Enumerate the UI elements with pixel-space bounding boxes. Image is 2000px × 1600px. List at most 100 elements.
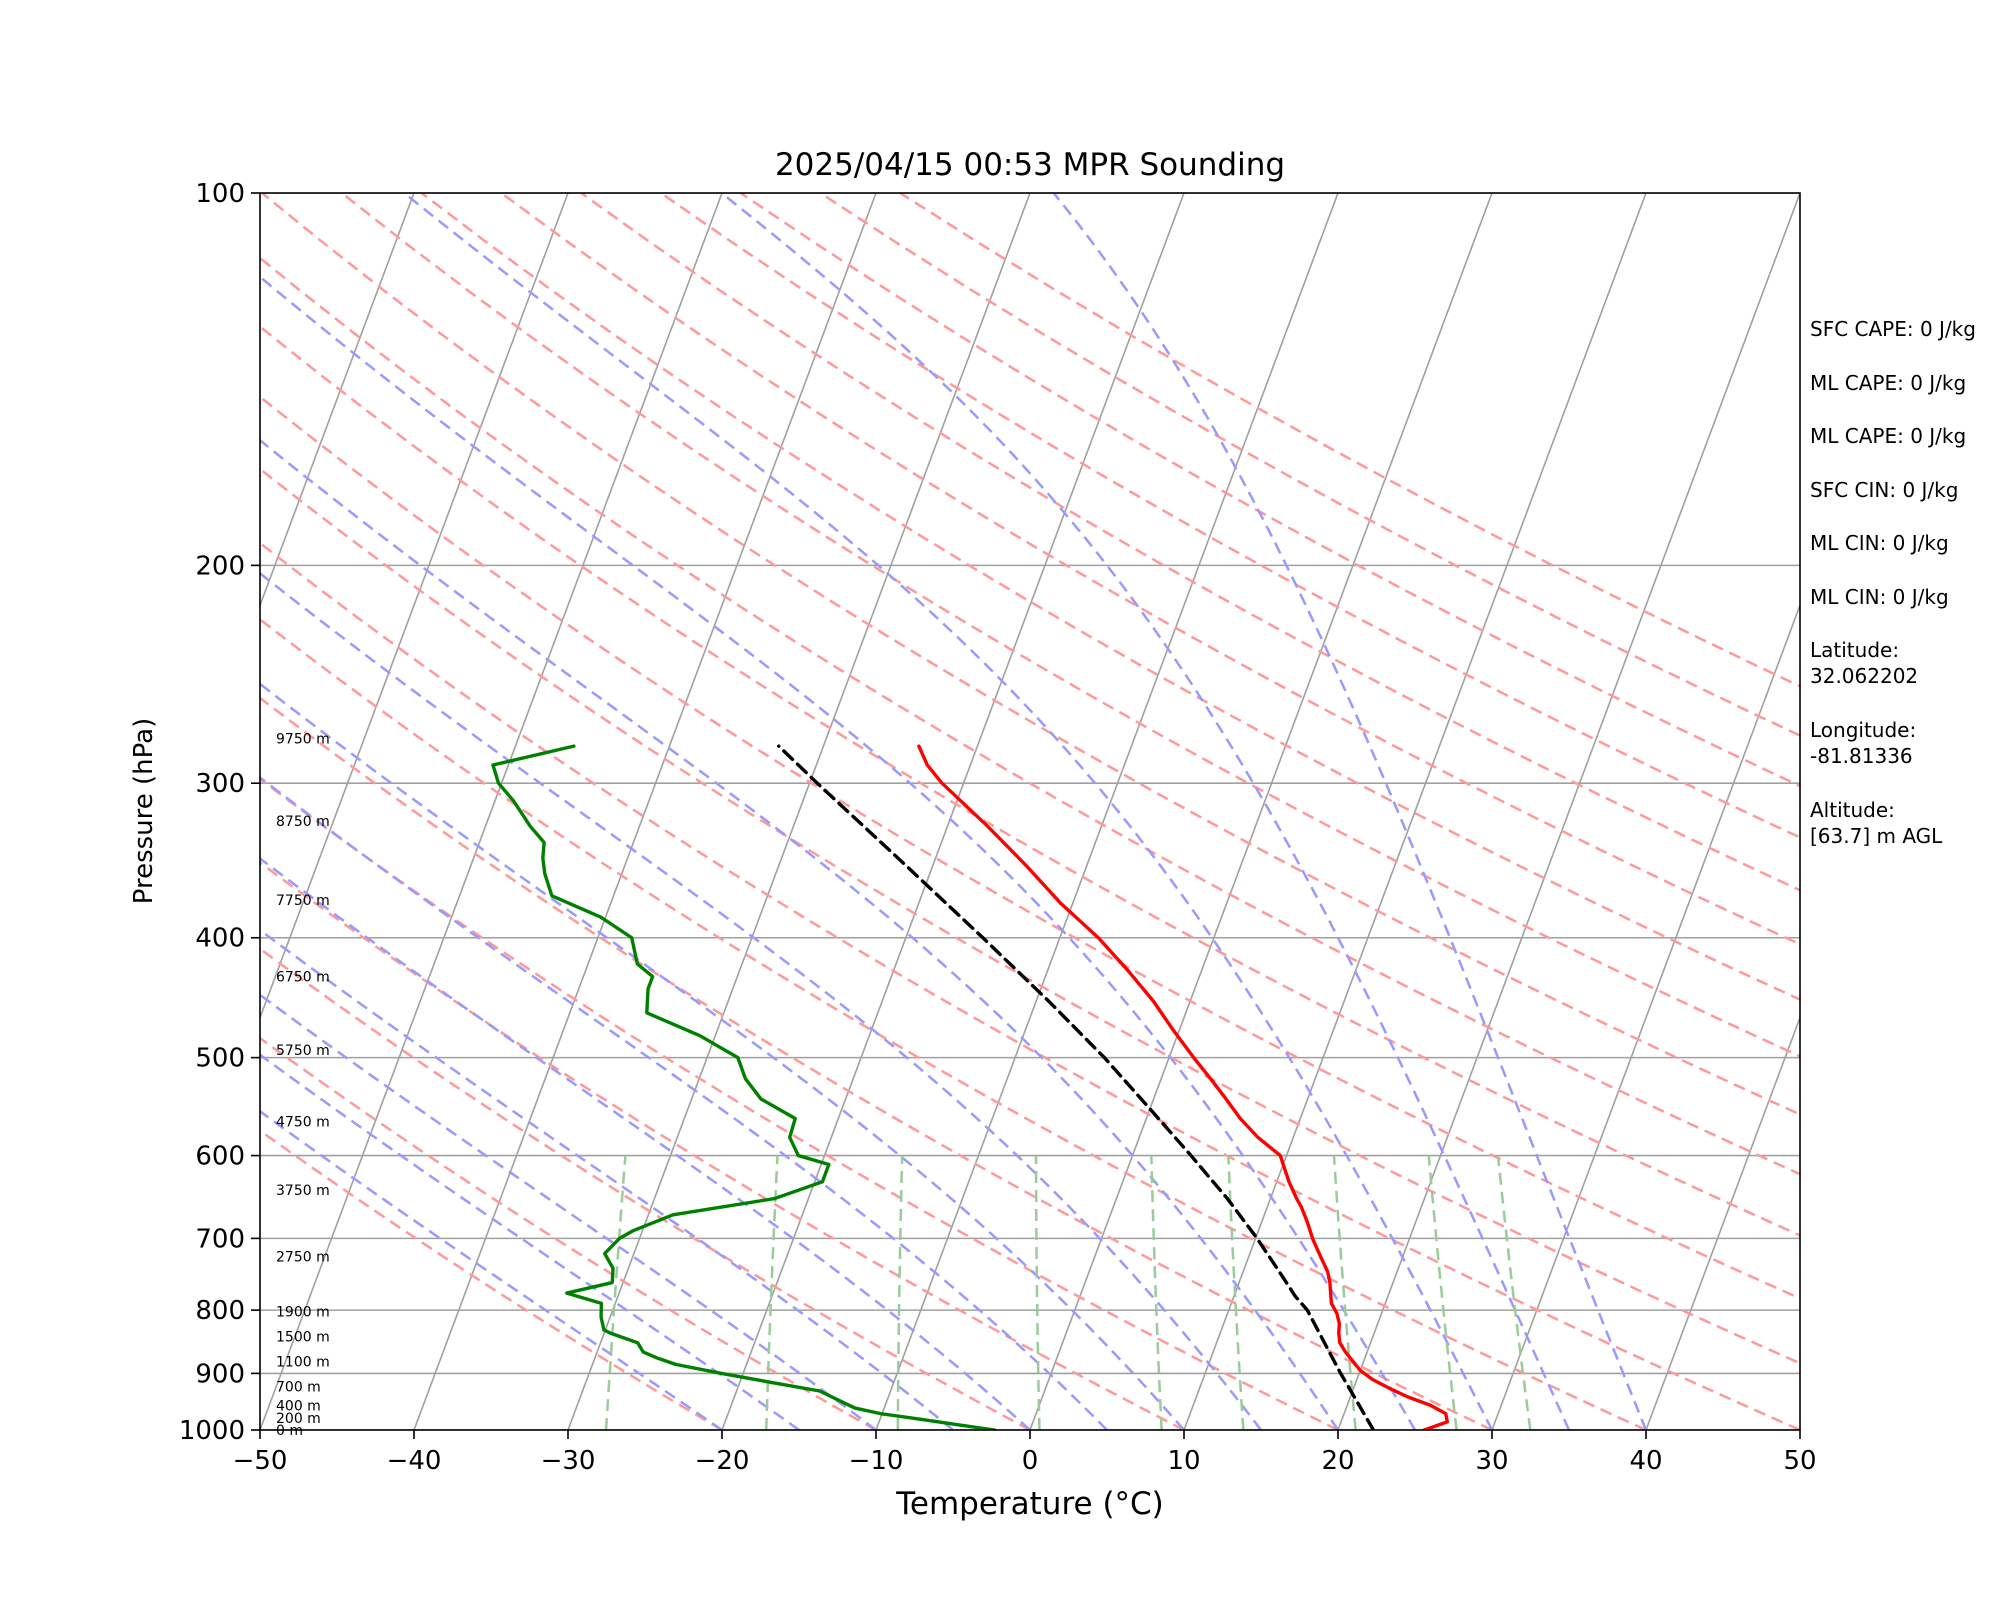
isotherm-line (875, 193, 1339, 1430)
moist-adiabat-line (720, 193, 1571, 1430)
dry-adiabat-line (260, 617, 1647, 1430)
x-tick-label: 10 (1167, 1446, 1200, 1476)
isotherm-line (1491, 603, 1800, 1430)
dry-adiabat-line (260, 467, 1800, 1365)
y-tick-label: 600 (195, 1142, 245, 1172)
y-tick-label: 700 (195, 1224, 245, 1254)
y-tick-label: 1000 (179, 1416, 245, 1446)
x-tick-label: 40 (1629, 1446, 1662, 1476)
mixing-ratio-line (1034, 1155, 1041, 1430)
y-tick-label: 300 (195, 769, 245, 799)
isotherm-line (413, 193, 877, 1430)
dry-adiabat-line (260, 541, 1800, 1430)
mixing-ratio-line (764, 1155, 779, 1430)
height-label: 200 m (276, 1411, 321, 1427)
height-label: 400 m (276, 1398, 321, 1414)
isotherm-line (260, 193, 415, 608)
y-tick-label: 200 (195, 551, 245, 581)
x-tick-label: 30 (1475, 1446, 1508, 1476)
y-axis-label: Pressure (hPa) (129, 718, 159, 905)
dry-adiabat-line (899, 193, 1800, 688)
mixing-ratio-line (604, 1155, 627, 1430)
longitude-label: Longitude: (1810, 718, 1917, 742)
mixing-ratio-line (1332, 1155, 1357, 1430)
y-tick-label: 100 (195, 179, 245, 209)
height-label: 700 m (276, 1379, 321, 1395)
mixing-ratio-line (1496, 1155, 1532, 1430)
latitude-block: Latitude: 32.062202 (1810, 637, 1995, 717)
x-tick-label: 50 (1783, 1446, 1816, 1476)
ml-cin-text: ML CIN: 0 J/kg (1810, 531, 1949, 555)
y-tick-label: 900 (195, 1359, 245, 1389)
isotherm-line (567, 193, 1031, 1430)
x-tick-label: −10 (849, 1446, 904, 1476)
x-tick-label: −20 (695, 1446, 750, 1476)
x-axis-label: Temperature (°C) (895, 1486, 1164, 1522)
height-label: 8750 m (276, 814, 330, 830)
y-axis: 1000 900 800 700 600 500 400 300 200 100 (179, 179, 260, 1446)
info-panel: SFC CAPE: 0 J/kg ML CAPE: 0 J/kg ML CAPE… (1810, 316, 1995, 877)
moist-adiabat-line (260, 775, 1108, 1430)
height-label: 7750 m (276, 893, 330, 909)
temperature-profile-line (917, 744, 1449, 1430)
isotherm-line (1183, 193, 1647, 1430)
moist-adiabat-line (1052, 193, 1648, 1430)
isotherm-line (1029, 193, 1493, 1430)
mixing-ratio-line (1427, 1155, 1458, 1430)
height-label: 0 m (276, 1423, 303, 1439)
altitude-value: [63.7] m AGL (1810, 824, 1943, 848)
reference-lines (0, 193, 1800, 1430)
chart-title: 2025/04/15 00:53 MPR Sounding (775, 147, 1285, 183)
moist-adiabat-line (260, 438, 1340, 1430)
altitude-label: Altitude: (1810, 798, 1895, 822)
dry-adiabat-line (260, 696, 1493, 1430)
ml-cin-text-2: ML CIN: 0 J/kg (1810, 584, 1949, 609)
sfc-cin-text: SFC CIN: 0 J/kg (1810, 477, 1959, 502)
height-label: 2750 m (276, 1249, 330, 1265)
isotherm-line (721, 193, 1185, 1430)
moist-adiabat-line (260, 856, 1031, 1430)
ml-cape-text: ML CAPE: 0 J/kg (1810, 370, 1967, 395)
moist-adiabat-line (260, 682, 1185, 1430)
height-label: 1500 m (276, 1329, 330, 1345)
dry-adiabat-line (260, 1036, 877, 1430)
latitude-value: 32.062202 (1810, 664, 1919, 688)
dry-adiabat-line (819, 193, 1800, 737)
x-tick-label: −50 (233, 1446, 288, 1476)
isotherm-line (260, 193, 569, 1020)
altitude-block: Altitude: [63.7] m AGL (1810, 797, 1995, 877)
isotherm-line (0, 193, 106, 1430)
height-label: 6750 m (276, 970, 330, 986)
dry-adiabat-line (260, 395, 1800, 1300)
parcel-profile-line (777, 744, 1376, 1430)
dry-adiabat-line (260, 777, 1339, 1430)
dry-adiabat-line (260, 324, 1800, 1237)
plot-background (260, 193, 1800, 1430)
y-tick-label: 400 (195, 924, 245, 954)
mixing-ratio-line (1150, 1155, 1163, 1430)
x-tick-label: 20 (1321, 1446, 1354, 1476)
dry-adiabat-line (260, 860, 1185, 1430)
height-label: 3750 m (276, 1183, 330, 1199)
moist-adiabat-line (260, 275, 1417, 1430)
dry-adiabat-line (500, 193, 1800, 946)
y-tick-label: 500 (195, 1044, 245, 1074)
ml-cape-text-2: ML CAPE: 0 J/kg (1810, 424, 1967, 448)
dry-adiabat-line (340, 193, 1800, 1058)
moist-adiabat-line (260, 1053, 800, 1430)
dry-adiabat-line (260, 947, 1031, 1430)
dry-adiabat-line (660, 193, 1800, 839)
moist-adiabat-line (260, 928, 954, 1430)
latitude-label: Latitude: (1810, 638, 1900, 662)
height-label: 1900 m (276, 1304, 330, 1320)
dry-adiabat-line (260, 256, 1800, 1176)
x-tick-label: −40 (387, 1446, 442, 1476)
isotherm-line (1337, 193, 1800, 1430)
x-axis: −50 −40 −30 −20 −10 0 10 20 30 40 50 (233, 1430, 1817, 1476)
height-label: 9750 m (276, 731, 330, 747)
moist-adiabat-line (260, 993, 877, 1430)
height-label: 1100 m (276, 1354, 330, 1370)
isotherm-line (1645, 1015, 1800, 1430)
longitude-block: Longitude: -81.81336 (1810, 717, 1995, 797)
